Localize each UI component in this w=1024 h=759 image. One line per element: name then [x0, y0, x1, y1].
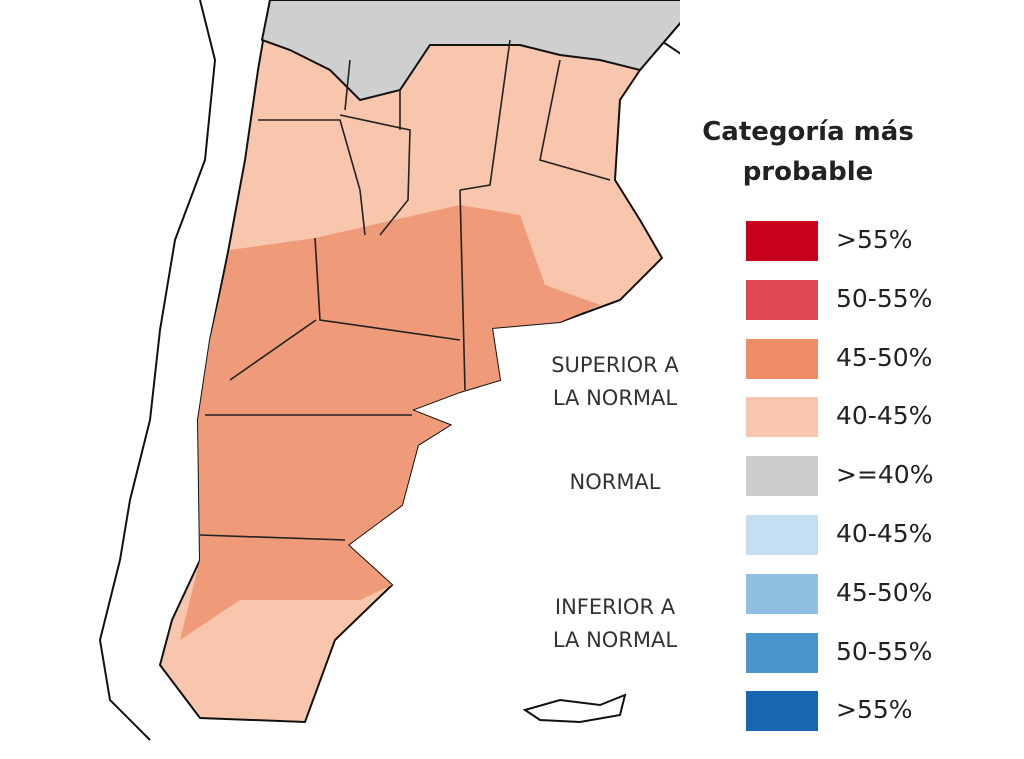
legend-swatch — [746, 397, 818, 438]
legend-swatch — [746, 632, 818, 673]
legend-swatch — [746, 279, 818, 320]
group-label-line: NORMAL — [569, 470, 661, 494]
region-above — [180, 205, 600, 640]
legend-swatch — [746, 573, 818, 614]
legend-label: >55% — [836, 695, 913, 725]
group-label-line: LA NORMAL — [552, 628, 678, 652]
group-label: NORMAL — [520, 466, 710, 499]
legend-label: 50-55% — [836, 283, 933, 313]
group-label: INFERIOR A LA NORMAL — [520, 591, 710, 657]
legend-label: 45-50% — [836, 342, 933, 372]
legend-title: Categoría más probable — [680, 112, 936, 192]
legend-swatch — [746, 456, 818, 497]
legend-swatch — [746, 221, 818, 261]
province-borders — [199, 39, 611, 541]
legend-label: >=40% — [836, 460, 934, 490]
group-label-line: SUPERIOR A — [551, 353, 679, 377]
legend-label: 40-45% — [836, 519, 933, 548]
islands — [522, 693, 627, 724]
group-label: SUPERIOR A LA NORMAL — [520, 349, 710, 415]
legend-title-line: probable — [742, 157, 874, 187]
region-normal — [260, 0, 680, 102]
legend-swatch — [746, 515, 818, 555]
legend-label: >55% — [836, 225, 913, 254]
map — [98, 0, 680, 741]
legend-label: 40-45% — [836, 401, 933, 431]
group-label-line: INFERIOR A — [554, 595, 676, 619]
legend-label: 45-50% — [836, 577, 933, 607]
legend-swatch — [746, 338, 818, 379]
group-label-line: LA NORMAL — [552, 386, 678, 410]
legend-label: 50-55% — [836, 636, 933, 666]
legend-swatch — [746, 691, 818, 732]
legend-title-line: Categoría más — [702, 117, 914, 147]
chile-coast — [98, 0, 217, 741]
